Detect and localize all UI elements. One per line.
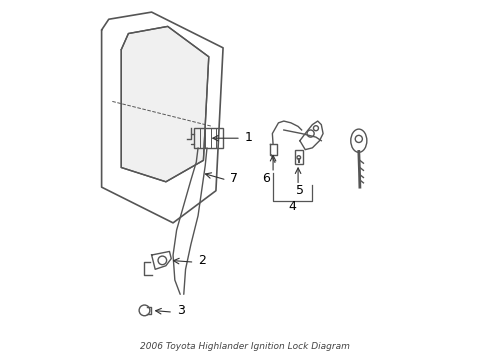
Text: 5: 5: [296, 184, 304, 197]
Text: 2: 2: [198, 254, 205, 267]
Bar: [294, 150, 303, 164]
Text: 6: 6: [262, 172, 270, 185]
Polygon shape: [121, 26, 208, 182]
Text: 3: 3: [176, 304, 184, 317]
Text: 4: 4: [288, 201, 296, 213]
Bar: [194, 128, 223, 148]
Text: 2006 Toyota Highlander Ignition Lock Diagram: 2006 Toyota Highlander Ignition Lock Dia…: [139, 342, 349, 351]
Text: 7: 7: [230, 172, 238, 185]
Text: 1: 1: [244, 131, 252, 144]
